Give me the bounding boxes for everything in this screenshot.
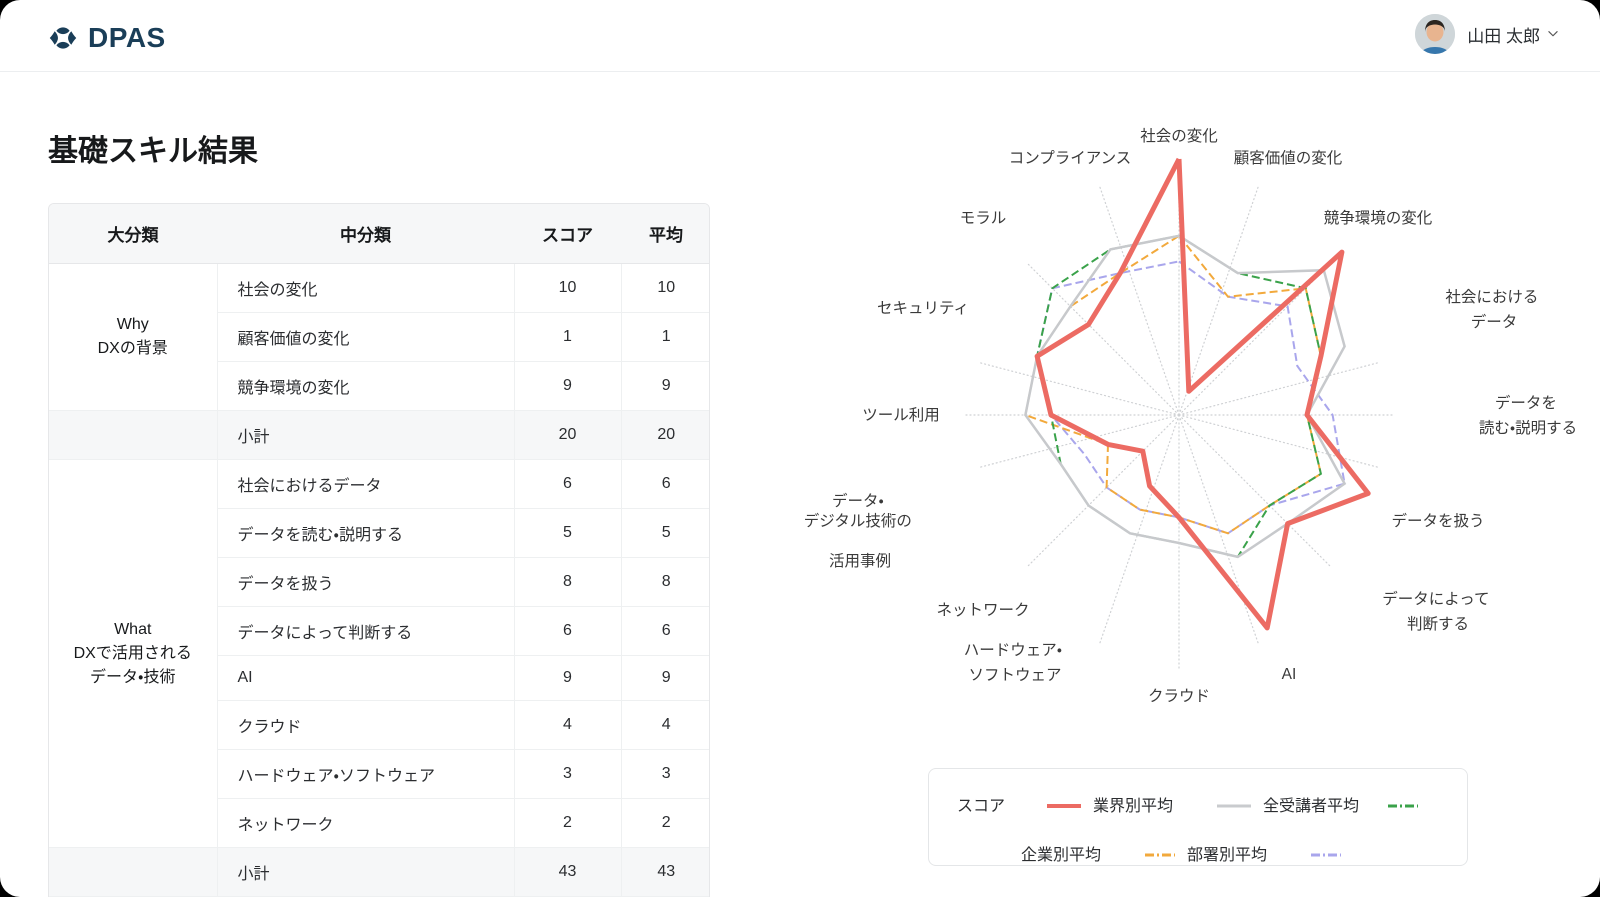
svg-text:スコア: スコア: [957, 798, 1005, 815]
svg-text:AI: AI: [1282, 666, 1297, 683]
svg-text:社会における データ: 社会における データ: [1445, 288, 1542, 331]
svg-text:顧客価値の変化: 顧客価値の変化: [1234, 149, 1343, 167]
svg-text:部署別平均: 部署別平均: [1187, 846, 1267, 864]
svg-text:競争環境の変化: 競争環境の変化: [1324, 209, 1433, 227]
svg-text:ツール利用: ツール利用: [862, 406, 940, 424]
svg-text:ハードウェア・ ソフトウェア: ハードウェア・ ソフトウェア: [964, 641, 1067, 684]
svg-text:ネットワーク: ネットワーク: [936, 601, 1029, 619]
svg-text:モラル: モラル: [960, 210, 1007, 227]
svg-text:社会の変化: 社会の変化: [1140, 127, 1218, 145]
svg-text:全受講者平均: 全受講者平均: [1263, 797, 1359, 815]
svg-text:データを 読む・説明する: データを 読む・説明する: [1479, 393, 1577, 437]
svg-text:データ・ デジタル技術の 活: データ・ デジタル技術の 活用事例: [804, 491, 917, 570]
svg-text:業界別平均: 業界別平均: [1093, 797, 1173, 815]
svg-text:セキュリティ: セキュリティ: [877, 300, 969, 317]
svg-text:クラウド: クラウド: [1148, 687, 1210, 705]
svg-text:コンプライアンス: コンプライアンス: [1009, 149, 1132, 167]
svg-text:データによって 判断する: データによって 判断する: [1382, 589, 1494, 633]
svg-text:企業別平均: 企業別平均: [1021, 846, 1101, 864]
svg-text:データを扱う: データを扱う: [1391, 511, 1484, 530]
